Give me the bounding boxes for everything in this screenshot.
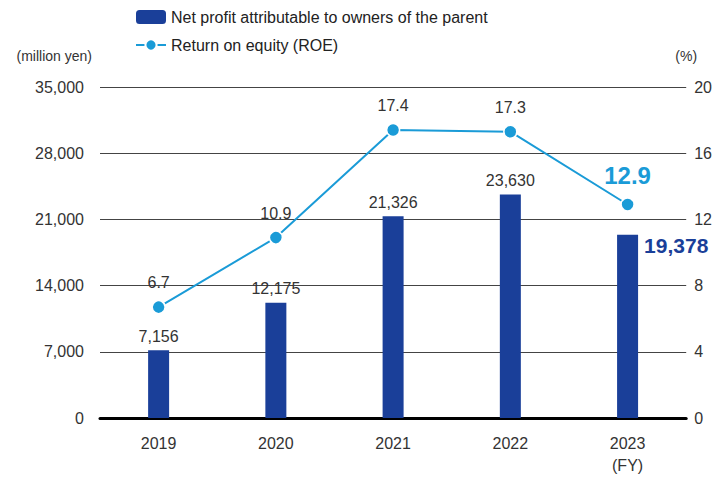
svg-text:2023: 2023 [610,435,646,452]
svg-text:0: 0 [694,410,703,427]
svg-text:35,000: 35,000 [35,79,84,96]
svg-text:21,326: 21,326 [369,194,418,211]
svg-text:2020: 2020 [258,435,294,452]
svg-text:12: 12 [694,211,712,228]
svg-text:Net profit attributable to own: Net profit attributable to owners of the… [171,9,488,26]
svg-text:14,000: 14,000 [35,277,84,294]
svg-text:4: 4 [694,343,703,360]
svg-text:21,000: 21,000 [35,211,84,228]
svg-text:(million yen): (million yen) [17,48,92,64]
svg-text:6.7: 6.7 [147,274,169,291]
svg-text:20: 20 [694,79,712,96]
svg-text:(%): (%) [675,48,697,64]
svg-text:12,175: 12,175 [251,280,300,297]
svg-text:19,378: 19,378 [644,234,709,257]
svg-text:(FY): (FY) [612,457,643,474]
svg-text:10.9: 10.9 [260,205,291,222]
svg-text:2019: 2019 [141,435,177,452]
svg-text:Return on equity (ROE): Return on equity (ROE) [171,37,338,54]
svg-text:17.3: 17.3 [495,99,526,116]
svg-text:16: 16 [694,145,712,162]
svg-text:0: 0 [75,410,84,427]
svg-text:23,630: 23,630 [486,172,535,189]
svg-text:28,000: 28,000 [35,145,84,162]
svg-text:8: 8 [694,277,703,294]
svg-text:7,000: 7,000 [44,343,84,360]
svg-text:12.9: 12.9 [604,162,651,189]
svg-text:2022: 2022 [493,435,529,452]
svg-text:2021: 2021 [375,435,411,452]
svg-text:17.4: 17.4 [378,97,409,114]
svg-text:7,156: 7,156 [139,328,179,345]
